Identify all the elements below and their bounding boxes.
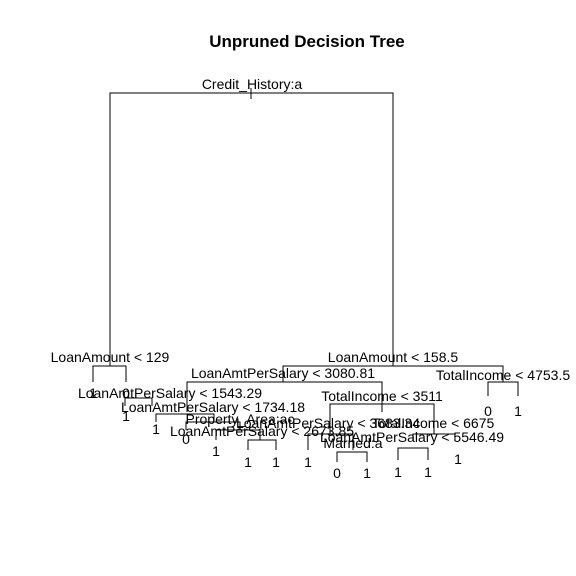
split-label: TotalIncome < 6675 [372,415,495,431]
split-label: LoanAmount < 158.5 [328,349,459,365]
leaf-label: 0 [182,431,190,447]
split-label: Married:a [323,435,382,451]
leaf-label: 1 [244,454,252,470]
leaf-label: 0 [484,403,492,419]
edge-loanamount-158 [282,365,504,382]
edge-lps-1543 [124,397,153,406]
split-label: Property_Area:ac [186,411,295,427]
edge-totalincome-6675 [412,433,456,440]
edge-lps-3683 [307,433,354,450]
leaf-label: 1 [514,403,522,419]
edge-totalincome-4753 [487,381,519,396]
split-label: LoanAmtPerSalary < 1734.18 [121,399,305,415]
edge-lps-5546 [397,447,429,460]
edge-property-area [185,421,241,430]
leaf-label: 1 [89,385,97,401]
leaf-label: 1 [363,465,371,481]
leaf-label: 0 [122,385,130,401]
leaf-label: 1 [212,443,220,459]
leaf-label: 1 [152,421,160,437]
edge-lps-1734 [155,413,215,422]
split-label: LoanAmtPerSalary < 3080.81 [191,365,375,381]
edge-lps-2673-inner [247,439,277,450]
leaf-labels: 1 0 0 1 1 0 1 1 1 1 1 0 1 1 1 1 0 1 [89,385,522,481]
split-label: LoanAmtPerSalary < 5546.49 [320,429,504,445]
split-label: Credit_History:a [202,76,303,92]
edge-married [336,451,368,462]
split-label: TotalIncome < 3511 [321,388,443,404]
leaf-label: 1 [304,454,312,470]
split-label: LoanAmtPerSalary < 1543.29 [78,385,262,401]
split-label: LoanAmount < 129 [51,349,170,365]
split-label: LoanAmtPerSalary < 3683.34 [236,415,420,431]
leaf-label: 1 [454,451,462,467]
tree-edges [92,88,519,462]
split-label: TotalIncome < 4753.5 [436,367,570,383]
leaf-label: 0 [333,465,341,481]
edge-totalincome-3511 [329,403,435,434]
split-labels: Credit_History:a LoanAmount < 129 LoanAm… [51,76,571,451]
edge-loanamount-129 [92,365,127,382]
diagram-title: Unpruned Decision Tree [209,32,405,51]
leaf-label: 1 [122,408,130,424]
edge-root [109,92,394,366]
leaf-label: 1 [394,464,402,480]
edge-lps-3080 [186,381,383,412]
split-label: LoanAmtPerSalary < 2673.85 [170,423,354,439]
leaf-label: 1 [424,464,432,480]
edge-lps-2673 [215,429,261,440]
leaf-label: 1 [272,454,280,470]
